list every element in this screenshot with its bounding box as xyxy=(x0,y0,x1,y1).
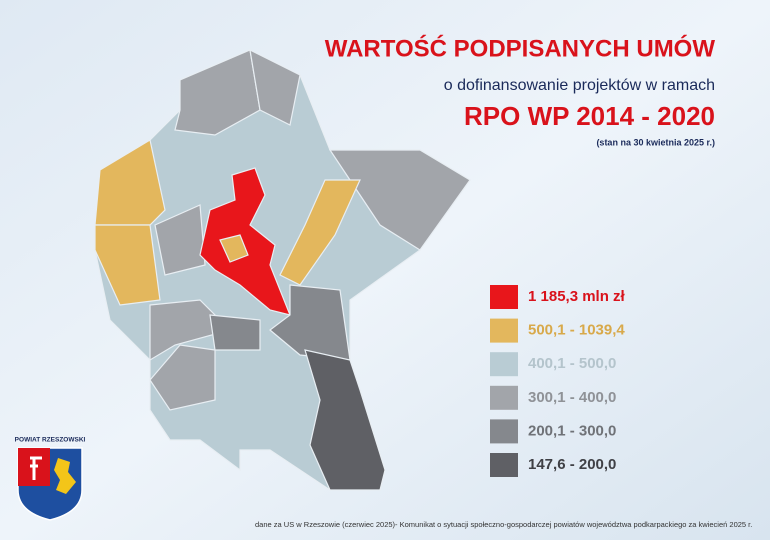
region xyxy=(328,149,471,251)
legend-swatch xyxy=(490,285,518,309)
region xyxy=(219,234,249,263)
region xyxy=(149,344,216,411)
lion xyxy=(54,458,76,494)
region xyxy=(249,48,301,126)
legend-swatch xyxy=(490,318,518,343)
titles: WARTOŚĆ PODPISANYCH UMÓW o dofinansowani… xyxy=(325,34,716,147)
legend-label: 500,1 - 1039,4 xyxy=(528,322,625,339)
legend-swatch xyxy=(490,385,518,410)
region xyxy=(279,179,361,286)
emblem: POWIAT RZESZOWSKI xyxy=(15,437,86,521)
footnote: dane za US w Rzeszowie (czerwiec 2025)- … xyxy=(255,520,752,529)
title: WARTOŚĆ PODPISANYCH UMÓW xyxy=(325,34,716,62)
legend: 1 185,3 mln zł 500,1 - 1039,4 400,1 - 500,… xyxy=(490,285,626,477)
legend-swatch xyxy=(490,453,518,477)
program: RPO WP 2014 - 2020 xyxy=(464,101,715,131)
subtitle: o dofinansowanie projektów w ramach xyxy=(444,77,715,94)
region xyxy=(199,167,291,316)
legend-label: 147,6 - 200,0 xyxy=(528,456,616,473)
legend-swatch xyxy=(490,352,518,377)
region xyxy=(94,224,161,306)
legend-label: 300,1 - 400,0 xyxy=(528,389,616,406)
date-note: (stan na 30 kwietnia 2025 r.) xyxy=(596,137,715,147)
map xyxy=(94,48,471,491)
cross xyxy=(30,456,42,480)
region xyxy=(94,139,166,226)
emblem-label: POWIAT RZESZOWSKI xyxy=(15,437,86,444)
legend-label: 1 185,3 mln zł xyxy=(528,288,626,305)
legend-label: 200,1 - 300,0 xyxy=(528,422,616,439)
region xyxy=(154,204,206,276)
region xyxy=(209,314,261,351)
region xyxy=(269,284,351,361)
region xyxy=(304,349,386,491)
legend-swatch xyxy=(490,419,518,444)
legend-label: 400,1 - 500,0 xyxy=(528,355,616,372)
